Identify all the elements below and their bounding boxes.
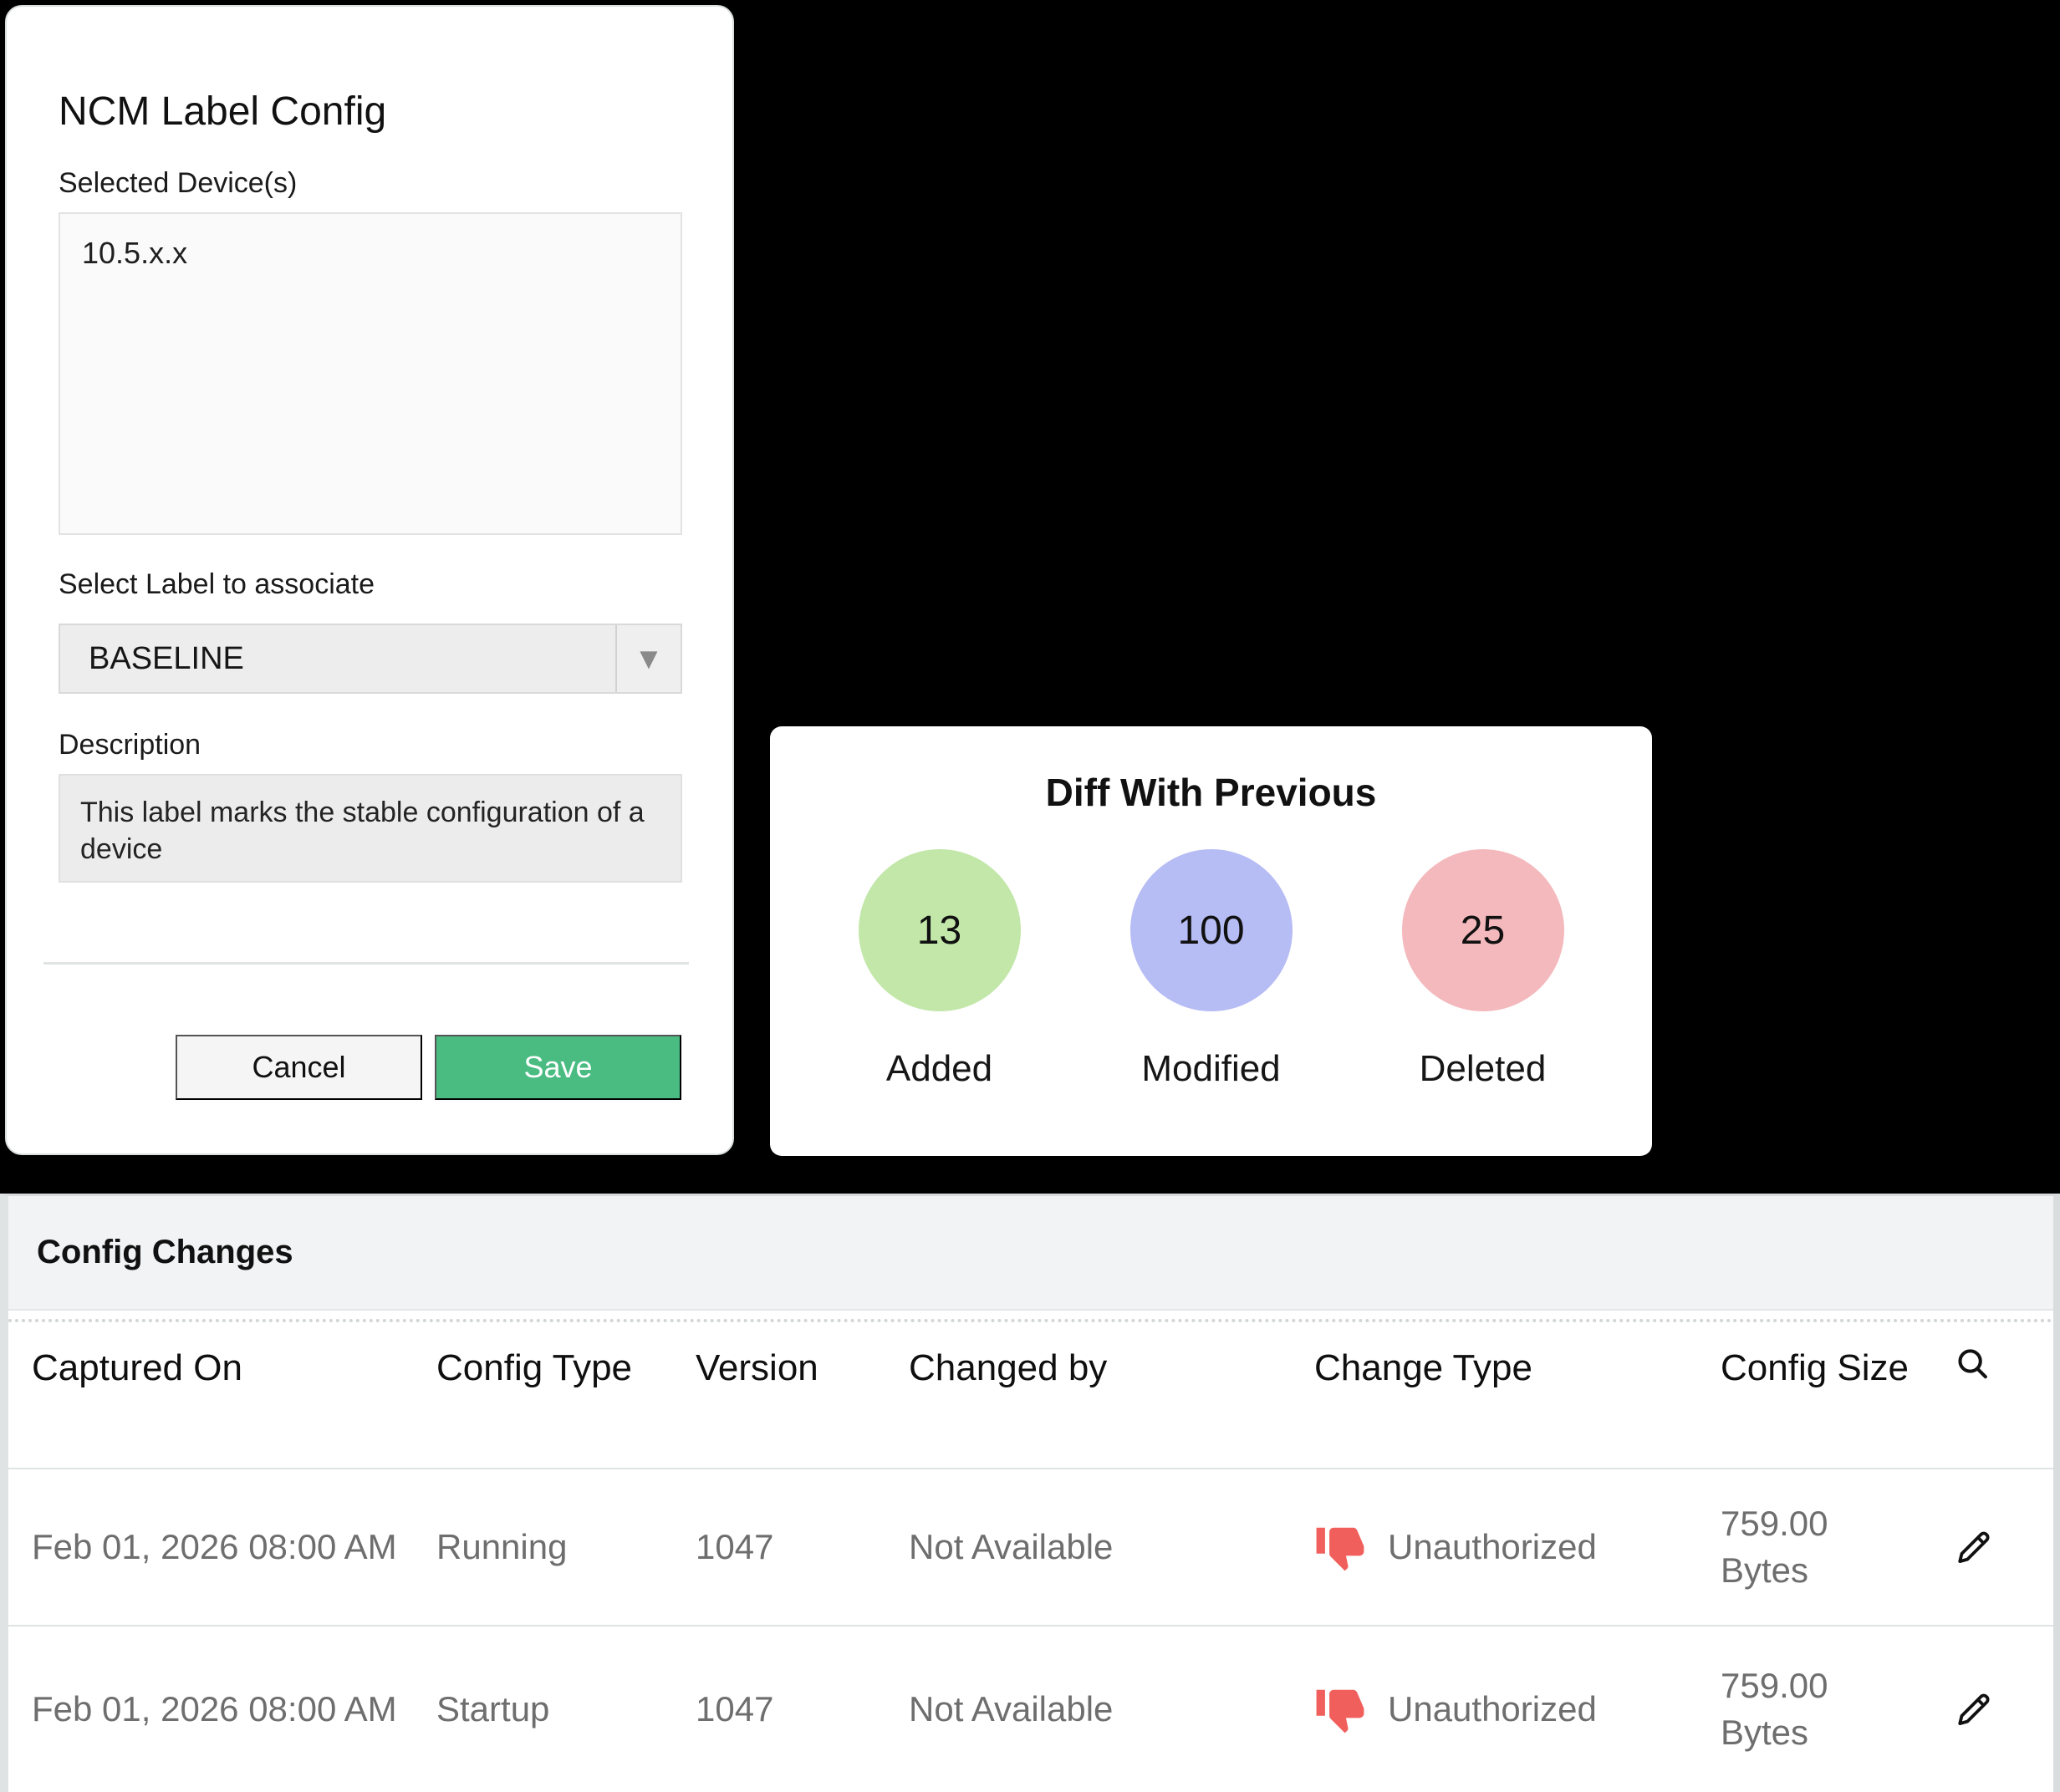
chevron-down-icon[interactable]: ▼ — [615, 625, 681, 692]
edit-pencil-icon[interactable] — [1950, 1687, 1996, 1732]
selected-devices-label: Selected Device(s) — [59, 167, 298, 199]
config-changes-title-bar: Config Changes — [8, 1196, 2053, 1311]
cell-version: 1047 — [696, 1689, 774, 1728]
cell-config-type: Running — [436, 1527, 568, 1566]
header-captured-on: Captured On — [32, 1347, 242, 1388]
label-select-value: BASELINE — [89, 640, 244, 676]
added-count-circle: 13 — [858, 849, 1021, 1011]
cell-change-type: Unauthorized — [1306, 1683, 1712, 1735]
table-header-row: Captured On Config Type Version Changed … — [8, 1311, 2053, 1469]
table-row: Feb 01, 2026 08:00 AM Running 1047 Not A… — [8, 1469, 2053, 1627]
change-type-text: Unauthorized — [1388, 1527, 1597, 1566]
label-select[interactable]: BASELINE ▼ — [59, 624, 682, 694]
cell-version: 1047 — [696, 1527, 774, 1566]
thumb-down-icon — [1314, 1521, 1366, 1573]
deleted-label: Deleted — [1419, 1048, 1547, 1089]
panel-title: NCM Label Config — [59, 89, 387, 135]
diff-with-previous-panel: Diff With Previous 13 100 25 Added Modif… — [770, 726, 1652, 1156]
select-label-label: Select Label to associate — [59, 568, 375, 600]
config-changes-section: Config Changes Captured On Config Type V… — [0, 1194, 2060, 1792]
cell-config-size: 759.00 Bytes — [1721, 1504, 1828, 1590]
added-label: Added — [885, 1048, 993, 1089]
cell-config-type: Startup — [436, 1689, 550, 1728]
table-row: Feb 01, 2026 08:00 AM Startup 1047 Not A… — [8, 1627, 2053, 1792]
header-config-type: Config Type — [436, 1347, 633, 1388]
thumb-down-icon — [1314, 1683, 1366, 1735]
cell-captured-on: Feb 01, 2026 08:00 AM — [32, 1689, 397, 1728]
description-input[interactable]: This label marks the stable configuratio… — [59, 774, 682, 883]
search-icon[interactable] — [1950, 1342, 1996, 1387]
diff-circles: 13 100 25 — [770, 849, 1652, 1011]
modified-label: Modified — [1141, 1048, 1281, 1089]
cell-config-size: 759.00 Bytes — [1721, 1666, 1828, 1752]
cell-changed-by: Not Available — [909, 1527, 1114, 1566]
header-change-type: Change Type — [1314, 1347, 1532, 1388]
ncm-label-config-panel: NCM Label Config Selected Device(s) 10.5… — [5, 5, 734, 1155]
diff-circle-labels: Added Modified Deleted — [770, 1048, 1652, 1090]
edit-pencil-icon[interactable] — [1950, 1525, 1996, 1570]
save-button[interactable]: Save — [435, 1035, 681, 1100]
config-changes-title: Config Changes — [37, 1234, 293, 1270]
description-label: Description — [59, 729, 201, 761]
diff-panel-title: Diff With Previous — [1045, 771, 1377, 814]
footer-divider — [43, 962, 689, 965]
cell-captured-on: Feb 01, 2026 08:00 AM — [32, 1527, 397, 1566]
change-type-text: Unauthorized — [1388, 1689, 1597, 1728]
cell-changed-by: Not Available — [909, 1689, 1114, 1728]
cancel-button[interactable]: Cancel — [176, 1035, 422, 1100]
selected-devices-input[interactable]: 10.5.x.x — [59, 212, 682, 535]
deleted-count-circle: 25 — [1401, 849, 1564, 1011]
header-version: Version — [696, 1347, 818, 1388]
header-changed-by: Changed by — [909, 1347, 1108, 1388]
modified-count-circle: 100 — [1129, 849, 1293, 1011]
header-config-size: Config Size — [1721, 1347, 1910, 1388]
cell-change-type: Unauthorized — [1306, 1521, 1712, 1573]
